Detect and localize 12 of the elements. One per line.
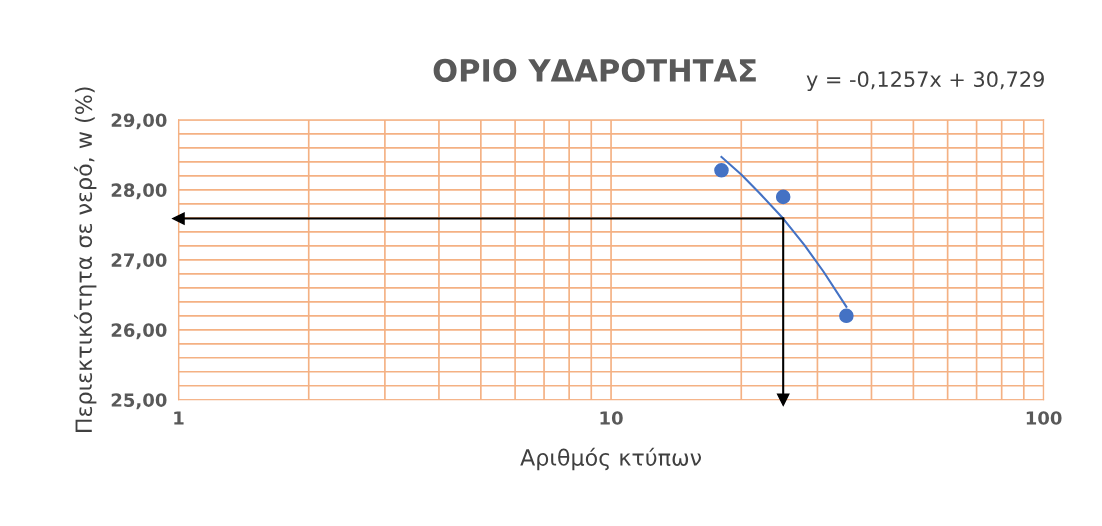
x-tick-label: 1 [174,411,184,425]
x-tick-label: 10 [600,411,623,425]
y-tick-label: 27,00 [111,253,167,270]
x-axis-title: Αριθμός κτύπων [520,447,702,471]
y-tick-label: 29,00 [111,113,167,130]
x-tick-label: 100 [1026,411,1062,425]
y-tick-label: 28,00 [111,183,167,200]
y-tick-label: 25,00 [111,393,167,410]
y-axis-title: Περιεκτικότητα σε νερό, w (%) [74,87,97,433]
chart-title: ΟΡΙΟ ΥΔΑΡΟΤΗΤΑΣ [433,58,756,82]
y-tick-label: 26,00 [111,323,167,340]
text: y = -0,1257x + 30,729 [806,71,1044,92]
